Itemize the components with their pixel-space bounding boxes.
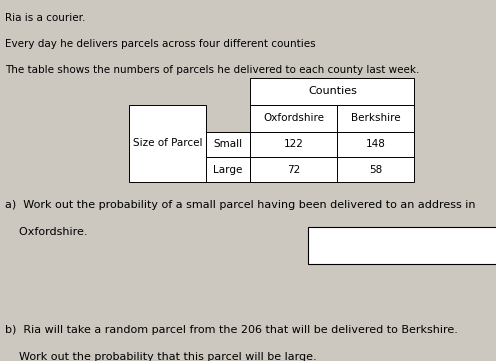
Bar <box>250 78 414 105</box>
Text: Large: Large <box>213 165 243 175</box>
Bar <box>129 105 206 182</box>
Text: Ria is a courier.: Ria is a courier. <box>5 13 85 23</box>
Text: 122: 122 <box>284 139 304 149</box>
Bar <box>250 157 337 182</box>
Text: 58: 58 <box>369 165 382 175</box>
Text: a)  Work out the probability of a small parcel having been delivered to an addre: a) Work out the probability of a small p… <box>5 200 476 210</box>
Text: Every day he delivers parcels across four different counties: Every day he delivers parcels across fou… <box>5 39 315 49</box>
Text: Size of Parcel: Size of Parcel <box>132 139 202 148</box>
Bar <box>250 105 337 132</box>
Bar <box>337 157 414 182</box>
Text: Counties: Counties <box>308 86 357 96</box>
Bar <box>206 132 250 157</box>
Text: b)  Ria will take a random parcel from the 206 that will be delivered to Berkshi: b) Ria will take a random parcel from th… <box>5 325 458 335</box>
Bar <box>308 227 496 264</box>
Bar <box>206 157 250 182</box>
Bar <box>250 132 337 157</box>
Text: 72: 72 <box>287 165 301 175</box>
Text: 148: 148 <box>366 139 386 149</box>
Text: Berkshire: Berkshire <box>351 113 401 123</box>
Text: The table shows the numbers of parcels he delivered to each county last week.: The table shows the numbers of parcels h… <box>5 65 419 75</box>
Text: Oxfordshire.: Oxfordshire. <box>5 227 87 238</box>
Text: Small: Small <box>214 139 243 149</box>
Text: Oxfordshire: Oxfordshire <box>263 113 324 123</box>
Text: Work out the probability that this parcel will be large.: Work out the probability that this parce… <box>5 352 316 361</box>
Bar <box>337 132 414 157</box>
Bar <box>337 105 414 132</box>
